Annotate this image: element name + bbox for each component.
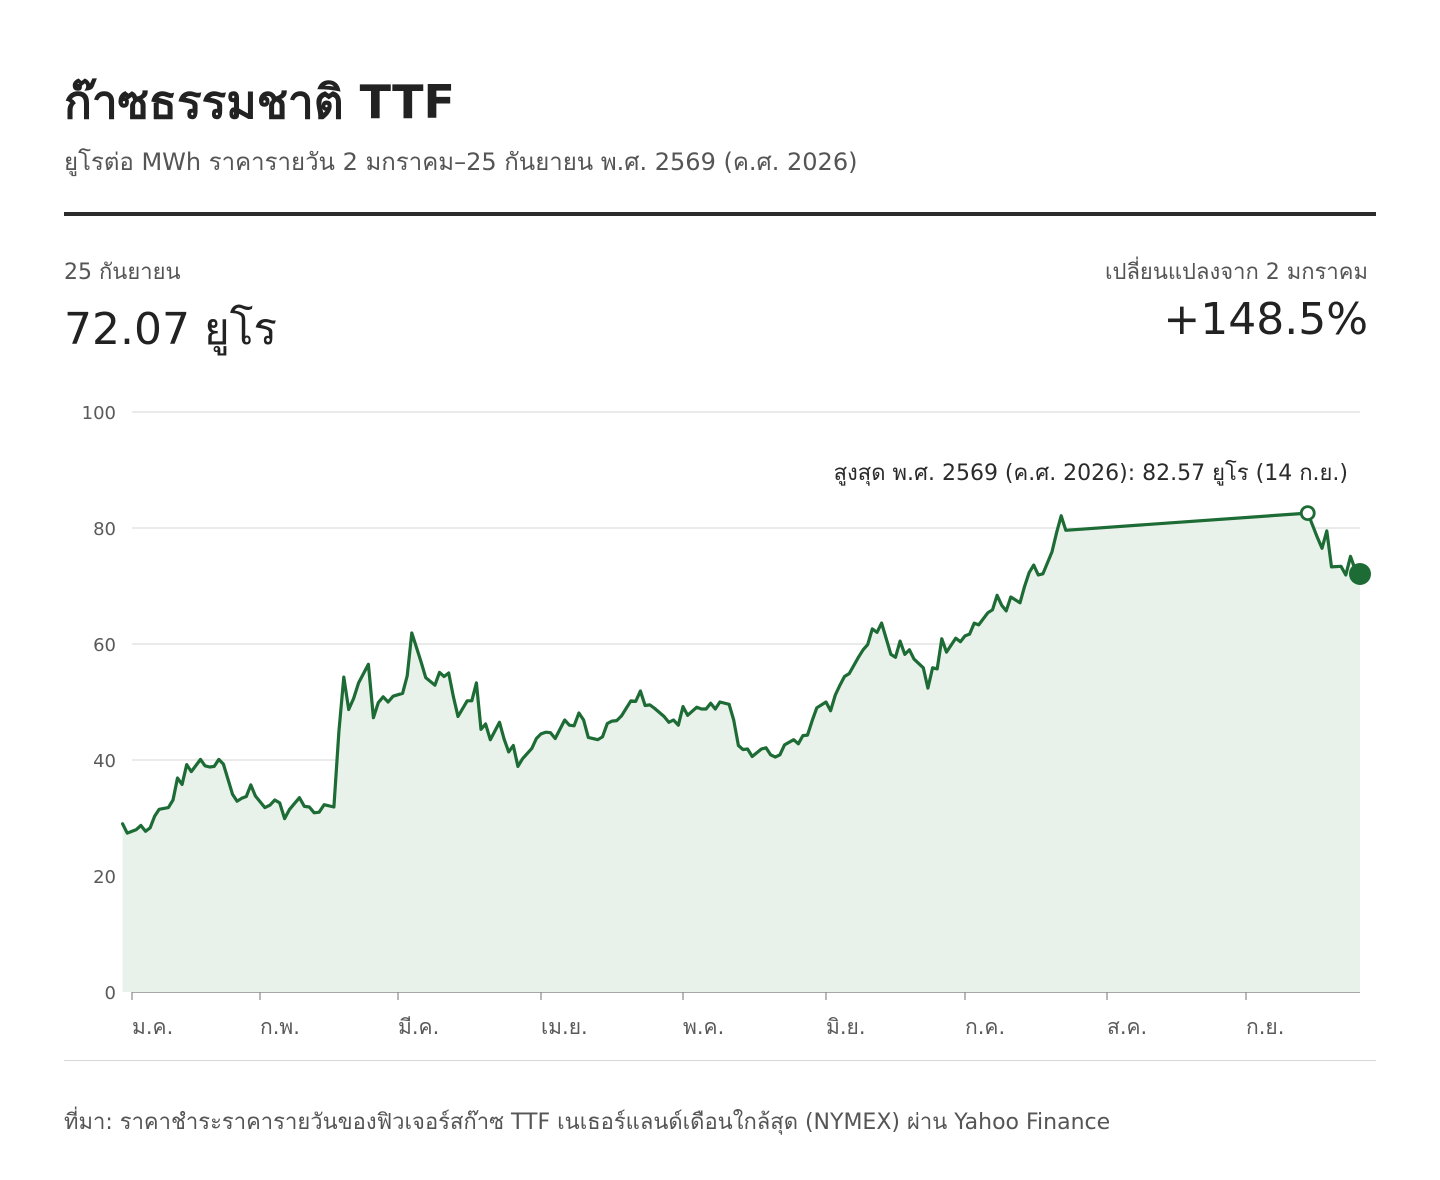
y-tick-label: 0 bbox=[105, 983, 116, 1004]
series-line bbox=[121, 511, 1362, 835]
area-layer bbox=[121, 511, 1362, 992]
y-tick-label: 20 bbox=[93, 867, 116, 888]
y-tick-label: 40 bbox=[93, 751, 116, 772]
x-tick-label: เม.ย. bbox=[541, 1015, 588, 1039]
x-tick-label: มี.ค. bbox=[398, 1015, 439, 1039]
peak-marker bbox=[1299, 505, 1316, 521]
x-tick-label: ก.ย. bbox=[1246, 1015, 1284, 1039]
x-tick-label: ก.ค. bbox=[965, 1015, 1005, 1039]
series-area bbox=[122, 513, 1361, 992]
x-tick-label: ก.พ. bbox=[260, 1015, 300, 1039]
axis-layer: 0 20 40 60 80 100 ม.ค. ก.พ. มี.ค. เม.ย. พ.ค. มิ.ย. ก… bbox=[82, 403, 1285, 1039]
footer-divider bbox=[64, 1060, 1376, 1061]
annotation-layer: สูงสุด พ.ศ. 2569 (ค.ศ. 2026): 82.57 ยูโร… bbox=[834, 460, 1371, 585]
source-note: ที่มา: ราคาชำระราคารายวันของฟิวเจอร์สก๊า… bbox=[64, 1110, 1111, 1135]
chart-subtitle: ยูโรต่อ MWh ราคารายวัน 2 มกราคม–25 กันยา… bbox=[64, 148, 858, 176]
header-divider bbox=[64, 212, 1376, 216]
y-tick-label: 100 bbox=[82, 403, 116, 424]
peak-annotation-label: สูงสุด พ.ศ. 2569 (ค.ศ. 2026): 82.57 ยูโร… bbox=[834, 460, 1348, 486]
change-label: เปลี่ยนแปลงจาก 2 มกราคม bbox=[1104, 260, 1368, 285]
x-tick-label: มิ.ย. bbox=[826, 1015, 866, 1039]
latest-price-value: 72.07 ยูโร bbox=[64, 304, 277, 355]
x-tick-label: ม.ค. bbox=[132, 1015, 173, 1039]
y-tick-label: 60 bbox=[93, 635, 116, 656]
latest-date-label: 25 กันยายน bbox=[64, 260, 181, 285]
chart-title: ก๊าซธรรมชาติ TTF bbox=[64, 75, 455, 129]
x-tick-label: พ.ค. bbox=[683, 1015, 724, 1039]
y-tick-label: 80 bbox=[93, 519, 116, 540]
change-value: +148.5% bbox=[1163, 294, 1368, 345]
price-chart: 0 20 40 60 80 100 ม.ค. ก.พ. มี.ค. เม.ย. พ.ค. มิ.ย. ก… bbox=[82, 403, 1371, 1039]
latest-point-marker bbox=[1349, 562, 1371, 585]
x-tick-label: ส.ค. bbox=[1107, 1015, 1147, 1039]
